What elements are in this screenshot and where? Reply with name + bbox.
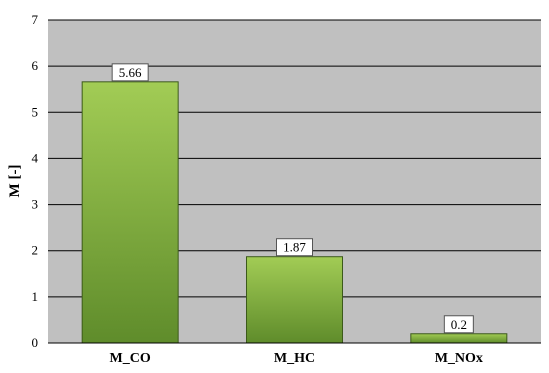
y-tick-label: 0: [32, 335, 39, 350]
x-tick-label: M_HC: [274, 351, 315, 366]
y-tick-label: 2: [32, 243, 39, 258]
x-tick-label: M_NOx: [435, 351, 483, 366]
x-axis-ticks: M_CO M_HC M_NOx: [110, 351, 483, 366]
data-label-box: [276, 238, 313, 257]
data-label: 5.66: [119, 65, 142, 80]
y-tick-label: 7: [32, 12, 39, 27]
bar-m-nox: [410, 333, 508, 344]
bars: [81, 81, 508, 344]
y-axis-title: M [-]: [7, 165, 23, 198]
y-tick-label: 3: [32, 197, 39, 212]
bar-m-co: [81, 81, 179, 344]
data-label: 1.87: [283, 240, 306, 255]
y-tick-label: 6: [32, 58, 39, 73]
x-tick-label: M_CO: [110, 351, 151, 366]
data-label-box: [111, 63, 149, 82]
y-tick-label: 1: [32, 289, 39, 304]
y-axis-ticks: 0 1 2 3 4 5 6 7: [32, 12, 39, 350]
data-label: 0.2: [451, 317, 467, 332]
data-labels: 5.66 1.87 0.2: [111, 63, 474, 334]
bar-m-hc: [246, 256, 343, 344]
data-label-box: [443, 315, 474, 334]
y-tick-label: 5: [32, 104, 39, 119]
y-tick-label: 4: [32, 150, 39, 165]
